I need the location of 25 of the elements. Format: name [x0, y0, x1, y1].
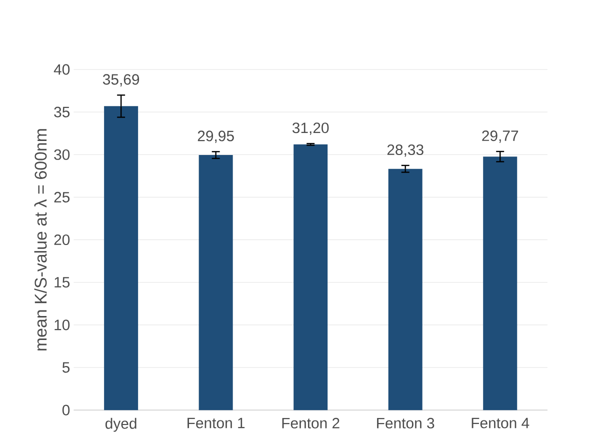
y-tick-label: 40 [54, 64, 70, 75]
y-tick-label: 20 [54, 234, 70, 246]
x-tick-label: Fenton 3 [377, 418, 434, 428]
y-tick-label: 5 [62, 362, 70, 373]
data-label: 29,77 [482, 130, 518, 143]
y-tick-label: 10 [54, 320, 70, 330]
x-tick-label: Fenton 2 [282, 418, 340, 428]
data-label: 29,95 [198, 130, 234, 144]
bar [104, 106, 138, 410]
bar [294, 144, 328, 410]
data-label: 31,20 [292, 122, 329, 135]
bar [483, 156, 518, 410]
y-axis-title: mean K/S-value at λ = 600nm [34, 129, 47, 350]
y-tick-label: 15 [54, 277, 70, 288]
x-tick-label: dyed [105, 418, 136, 432]
bar [198, 155, 233, 410]
x-tick-label: Fenton 4 [472, 418, 530, 428]
y-tick-label: 25 [54, 192, 70, 203]
y-tick-label: 35 [54, 106, 70, 118]
data-label: 28,33 [387, 144, 424, 157]
y-tick-label: 30 [54, 149, 70, 160]
data-label: 35,69 [102, 74, 140, 86]
y-tick-label: 0 [62, 404, 70, 416]
bar [388, 168, 422, 410]
x-tick-label: Fenton 1 [188, 418, 245, 428]
